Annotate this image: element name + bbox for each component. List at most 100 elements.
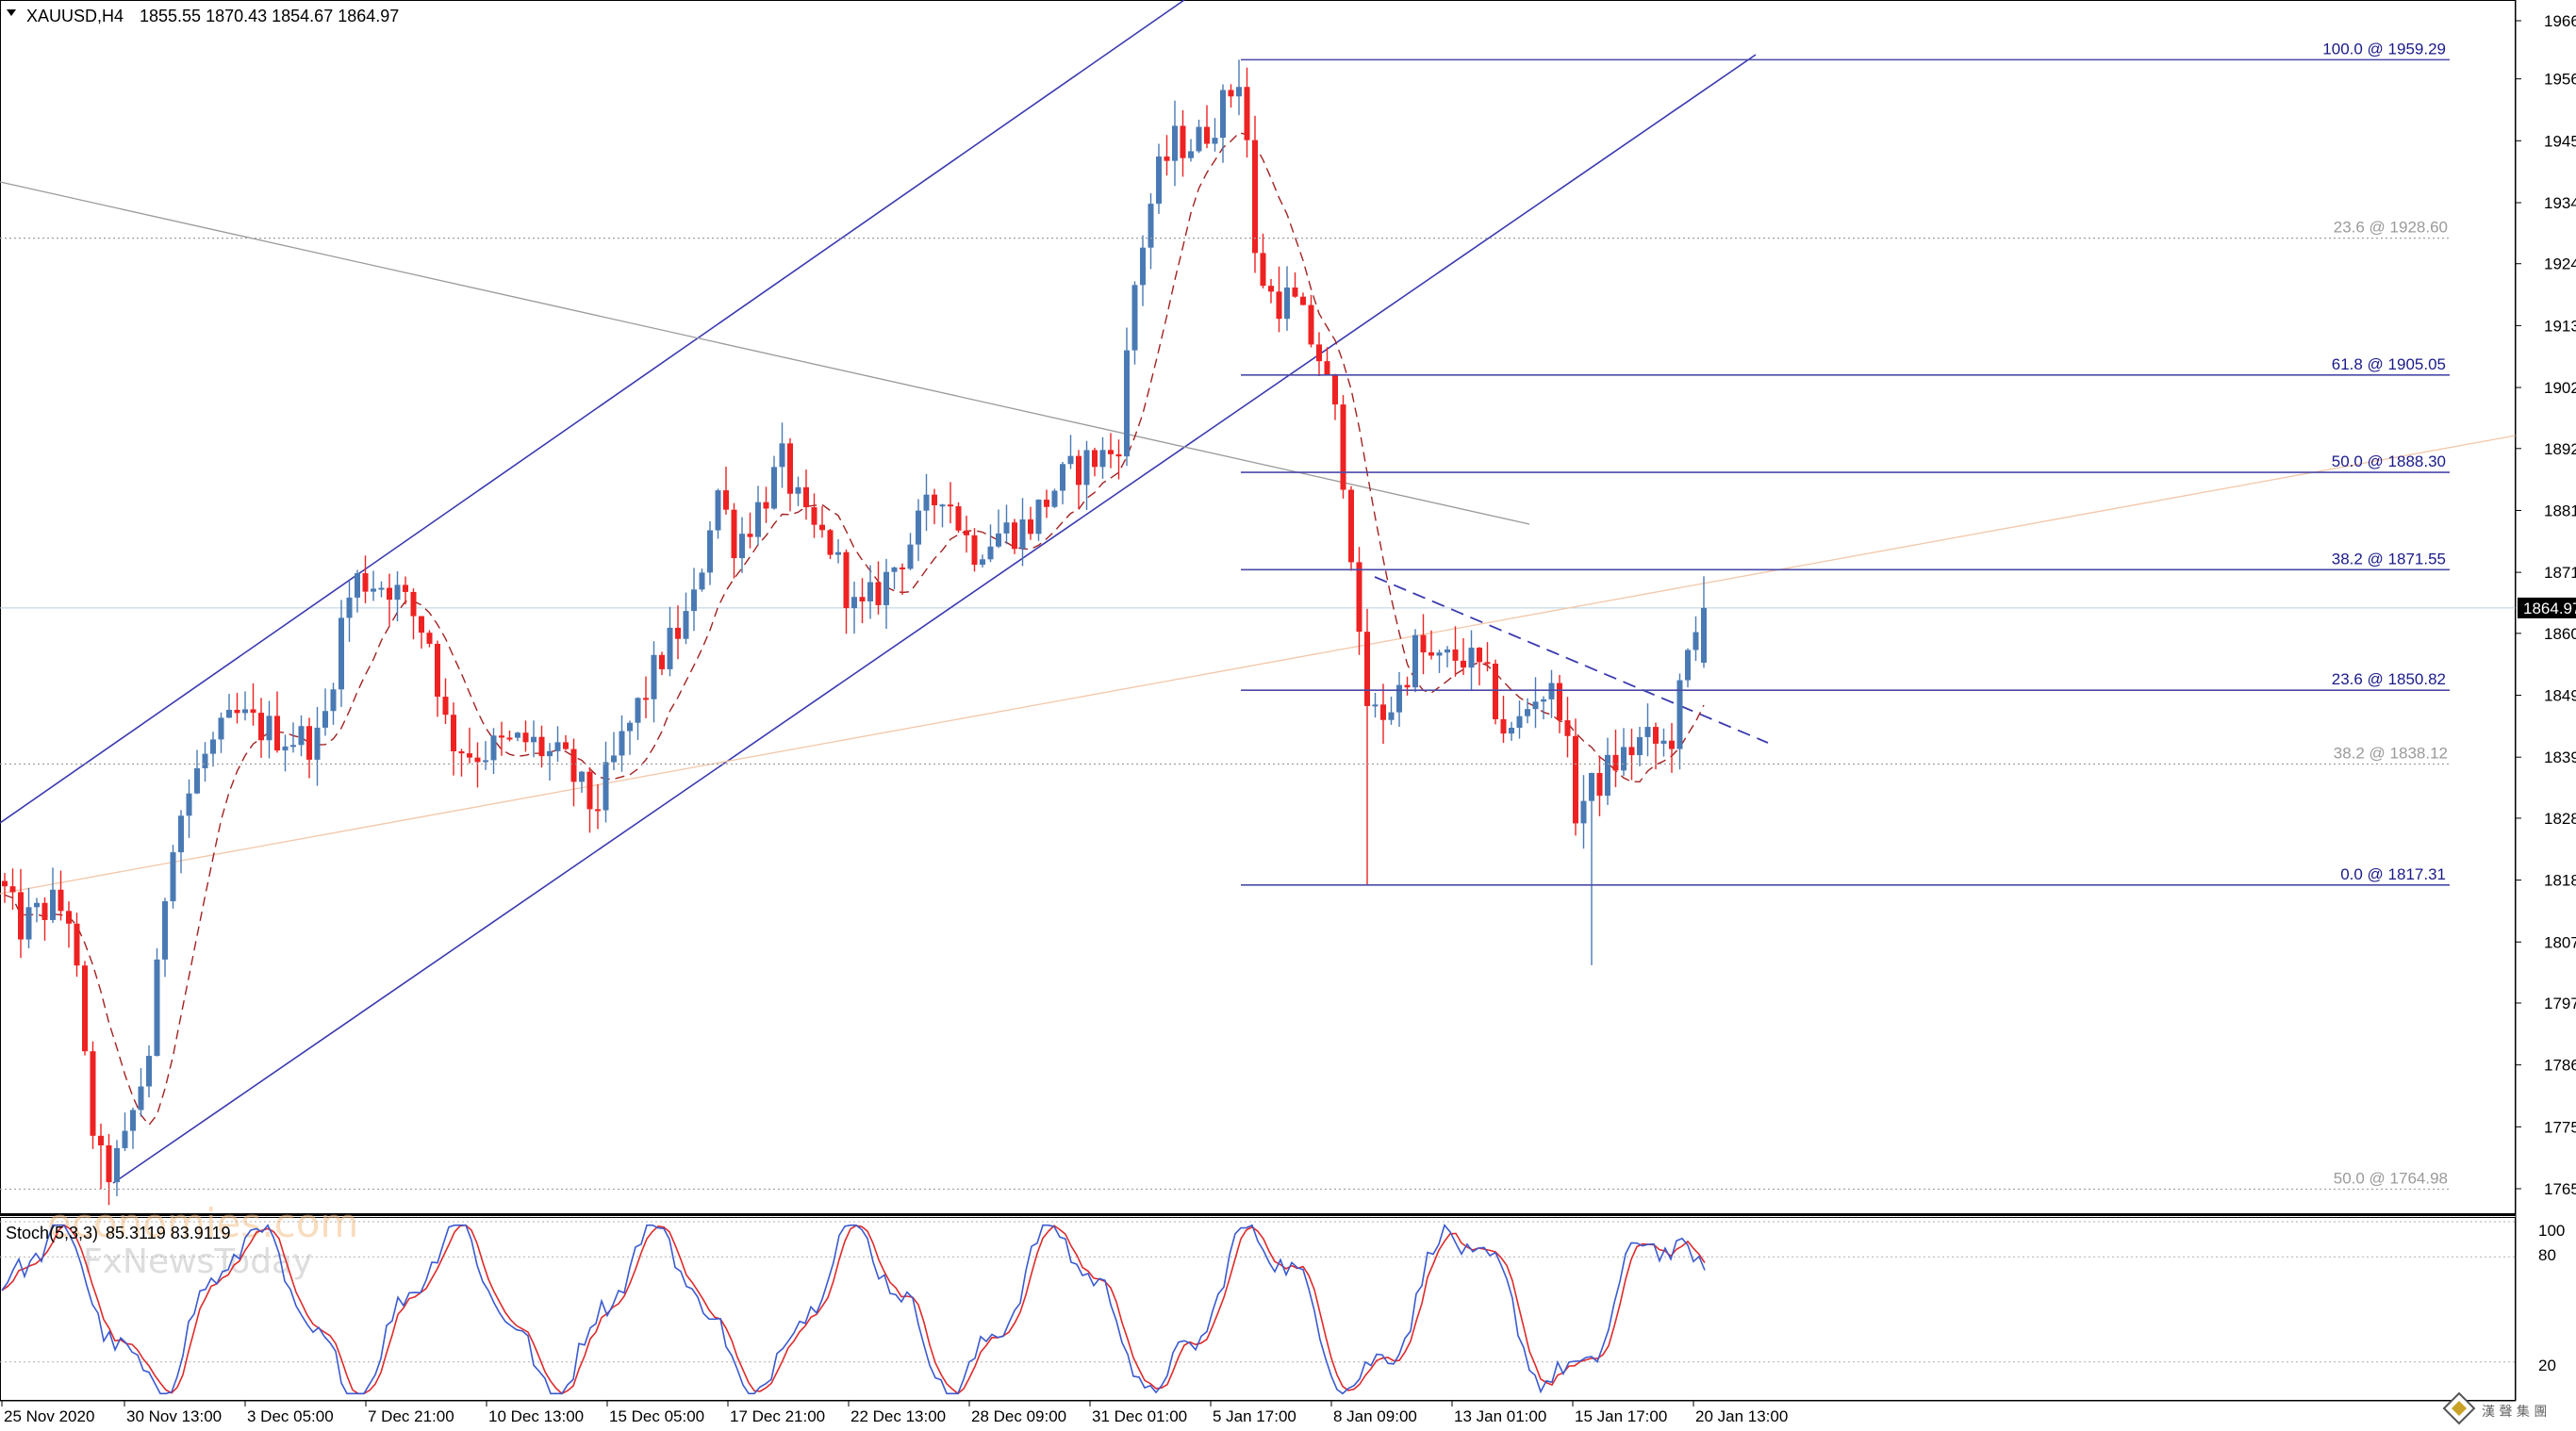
candle[interactable] — [1532, 677, 1539, 729]
candle[interactable] — [1372, 692, 1379, 718]
candle[interactable] — [1660, 728, 1667, 757]
long-support-line[interactable] — [0, 435, 2517, 895]
candle[interactable] — [1244, 67, 1250, 158]
candle[interactable] — [875, 561, 882, 615]
candle[interactable] — [394, 571, 401, 622]
candle[interactable] — [932, 488, 937, 525]
candle[interactable] — [595, 783, 601, 830]
candle[interactable] — [330, 683, 337, 725]
candle[interactable] — [948, 482, 953, 524]
candle[interactable] — [1388, 696, 1395, 725]
candle[interactable] — [1228, 84, 1234, 108]
candle[interactable] — [1292, 271, 1298, 298]
candle[interactable] — [458, 748, 465, 777]
candle[interactable] — [603, 741, 609, 823]
candle[interactable] — [250, 683, 256, 726]
candle[interactable] — [1212, 118, 1218, 152]
candle[interactable] — [258, 698, 264, 758]
candle[interactable] — [202, 742, 208, 782]
candle[interactable] — [803, 469, 809, 520]
candle[interactable] — [1316, 332, 1322, 377]
candle[interactable] — [1148, 192, 1154, 270]
candle[interactable] — [1685, 648, 1691, 688]
candle[interactable] — [1477, 647, 1482, 686]
candle[interactable] — [723, 466, 729, 515]
candle[interactable] — [827, 528, 834, 560]
candle[interactable] — [1564, 697, 1571, 758]
candle[interactable] — [1548, 669, 1555, 718]
candle[interactable] — [1204, 105, 1210, 149]
candle[interactable] — [170, 845, 176, 909]
candle[interactable] — [980, 554, 985, 568]
candle[interactable] — [282, 734, 289, 772]
candle[interactable] — [1573, 718, 1578, 836]
candle[interactable] — [1445, 646, 1450, 667]
candle[interactable] — [579, 770, 585, 793]
candle[interactable] — [474, 742, 481, 788]
channel-lower-line[interactable] — [112, 54, 1757, 1184]
candle[interactable] — [154, 947, 160, 1057]
candle[interactable] — [659, 651, 665, 676]
candle[interactable] — [1156, 143, 1162, 214]
candle[interactable] — [242, 691, 248, 721]
candle[interactable] — [499, 721, 504, 756]
candle[interactable] — [355, 569, 360, 613]
candle[interactable] — [1364, 608, 1370, 885]
candle[interactable] — [619, 715, 625, 772]
candle[interactable] — [1612, 730, 1619, 787]
candle[interactable] — [819, 505, 825, 538]
candle[interactable] — [506, 730, 513, 742]
candle[interactable] — [707, 520, 713, 585]
candle[interactable] — [1003, 504, 1010, 545]
candle[interactable] — [1701, 576, 1707, 668]
candle[interactable] — [987, 524, 994, 563]
candle[interactable] — [755, 485, 761, 546]
candle[interactable] — [731, 502, 737, 579]
candle[interactable] — [627, 720, 633, 755]
candle[interactable] — [1028, 506, 1033, 540]
candle[interactable] — [1115, 439, 1122, 480]
candle[interactable] — [178, 810, 184, 874]
candle[interactable] — [1420, 614, 1427, 675]
candle[interactable] — [1589, 772, 1594, 965]
candle[interactable] — [1067, 435, 1074, 469]
candle[interactable] — [218, 712, 224, 753]
candle[interactable] — [41, 896, 48, 941]
candle[interactable] — [1324, 347, 1330, 375]
candle[interactable] — [570, 738, 577, 807]
candle[interactable] — [1644, 703, 1651, 757]
candle[interactable] — [1484, 642, 1491, 672]
descending-trendline[interactable] — [0, 181, 1530, 525]
candle[interactable] — [1348, 485, 1354, 571]
candle[interactable] — [162, 897, 168, 978]
candle[interactable] — [891, 567, 898, 590]
candle[interactable] — [1131, 281, 1138, 365]
candle[interactable] — [483, 741, 488, 770]
candle[interactable] — [554, 726, 561, 762]
candle[interactable] — [531, 720, 537, 758]
candle[interactable] — [1500, 696, 1507, 743]
candle[interactable] — [538, 725, 545, 768]
candle[interactable] — [996, 509, 1001, 549]
candle[interactable] — [900, 563, 905, 595]
candle[interactable] — [867, 565, 873, 619]
candle[interactable] — [419, 616, 424, 650]
candle[interactable] — [314, 706, 321, 786]
candle[interactable] — [1300, 292, 1306, 305]
candle[interactable] — [643, 676, 649, 718]
candle[interactable] — [2, 873, 8, 903]
candle[interactable] — [346, 580, 353, 642]
candle[interactable] — [50, 867, 56, 924]
candle[interactable] — [923, 473, 930, 532]
candle[interactable] — [1404, 676, 1411, 696]
candle[interactable] — [1516, 700, 1523, 739]
channel-upper-line[interactable] — [0, 0, 1185, 824]
candle[interactable] — [763, 486, 769, 523]
candle[interactable] — [1180, 109, 1186, 177]
candle[interactable] — [1340, 395, 1346, 499]
candle[interactable] — [362, 555, 369, 603]
candle[interactable] — [955, 502, 962, 534]
candle[interactable] — [851, 582, 857, 634]
candle[interactable] — [1452, 626, 1459, 677]
